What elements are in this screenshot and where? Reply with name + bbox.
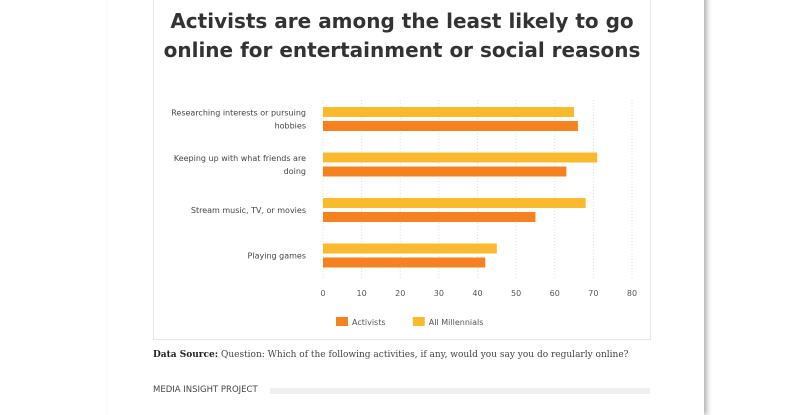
x-tick-label: 50 [511, 289, 521, 298]
category-label: Stream music, TV, or movies [191, 206, 306, 215]
footer-label: MEDIA INSIGHT PROJECT [153, 385, 258, 395]
footer-rule [270, 388, 650, 394]
bar-all-millennials [323, 152, 598, 163]
x-tick-label: 10 [357, 289, 367, 298]
data-source: Data Source: Question: Which of the foll… [153, 350, 628, 360]
legend-swatch [412, 317, 425, 326]
bar-all-millennials [323, 198, 586, 208]
title-line-2: online for entertainment or social reaso… [163, 38, 641, 62]
x-tick-label: 40 [472, 289, 482, 298]
category-label: hobbies [275, 122, 306, 131]
x-tick-label: 60 [550, 289, 560, 298]
category-label: Playing games [248, 252, 306, 261]
x-tick-label: 80 [627, 289, 637, 298]
category-label: Keeping up with what friends are [174, 154, 306, 163]
title-line-1: Activists are among the least likely to … [170, 9, 634, 33]
category-label: Researching interests or pursuing [171, 109, 306, 118]
data-source-text: Question: Which of the following activit… [218, 350, 629, 360]
bar-activists [323, 212, 536, 222]
x-tick-label: 20 [395, 289, 405, 298]
legend-label: Activists [352, 318, 386, 327]
x-tick-label: 70 [588, 289, 598, 298]
bar-activists [323, 121, 578, 131]
x-tick-label: 0 [320, 289, 325, 298]
legend-label: All Millennials [429, 318, 484, 327]
bar-activists [323, 166, 567, 177]
x-tick-label: 30 [434, 289, 444, 298]
bar-all-millennials [323, 107, 575, 117]
legend-swatch [336, 317, 348, 326]
chart-title: Activists are among the least likely to … [154, 7, 650, 65]
data-source-label: Data Source: [153, 350, 219, 360]
chart-container: Activists are among the least likely to … [153, 0, 651, 340]
bar-activists [323, 257, 486, 268]
category-label: doing [284, 167, 306, 176]
bar-all-millennials [323, 243, 497, 254]
